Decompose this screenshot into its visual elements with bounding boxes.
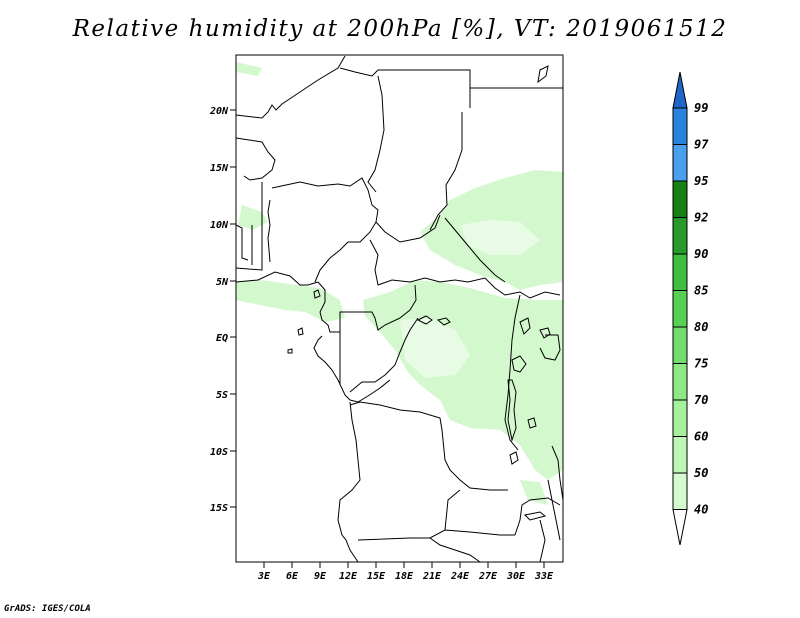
lat-label-15n: 15N <box>210 163 229 174</box>
lon-label-27e: 27E <box>478 571 498 582</box>
colorbar-label-75: 75 <box>694 357 708 371</box>
colorbar-bin-85-90 <box>672 253 688 291</box>
lat-label-10s: 10S <box>210 447 228 458</box>
colorbar-bin-75-80 <box>672 326 688 364</box>
colorbar-label-90: 90 <box>694 247 708 261</box>
country-boundaries <box>235 55 564 563</box>
humidity-shading <box>236 62 563 505</box>
colorbar-arrow-top <box>672 71 688 109</box>
lon-axis <box>263 562 545 568</box>
lon-label-33e: 33E <box>534 571 554 582</box>
lat-label-eq: EQ <box>216 333 228 344</box>
colorbar-bin-40-50 <box>672 472 688 510</box>
colorbar <box>672 71 688 546</box>
colorbar-label-40: 40 <box>694 503 708 517</box>
colorbar-bin-50-60 <box>672 436 688 474</box>
lon-label-15e: 15E <box>367 571 386 582</box>
colorbar-labels: 99 97 95 92 90 85 80 75 70 60 50 40 <box>694 101 709 517</box>
colorbar-bin-70-75 <box>672 363 688 401</box>
colorbar-bin-60-70 <box>672 399 688 437</box>
map-title: Relative humidity at 200hPa [%], VT: 201… <box>72 16 728 42</box>
colorbar-label-92: 92 <box>694 211 708 225</box>
lon-label-12e: 12E <box>339 571 358 582</box>
lon-label-30e: 30E <box>506 571 526 582</box>
lat-label-15s: 15S <box>210 503 228 514</box>
colorbar-label-50: 50 <box>694 466 708 480</box>
lat-label-5s: 5S <box>216 390 228 401</box>
lon-label-24e: 24E <box>450 571 470 582</box>
lon-label-6e: 6E <box>286 571 299 582</box>
colorbar-label-99: 99 <box>694 101 708 115</box>
map-frame <box>235 54 564 563</box>
colorbar-bin-92-95 <box>672 180 688 218</box>
humidity-shading-light <box>400 220 540 378</box>
lon-label-18e: 18E <box>395 571 414 582</box>
lakes-and-islands <box>287 65 551 521</box>
lat-label-20n: 20N <box>209 106 229 117</box>
colorbar-label-95: 95 <box>694 174 708 188</box>
lat-label-10n: 10N <box>210 220 229 231</box>
lat-labels: 20N 15N 10N 5N EQ 5S 10S 15S <box>209 106 229 514</box>
colorbar-bin-90-92 <box>672 217 688 255</box>
colorbar-bin-95-97 <box>672 144 688 182</box>
colorbar-label-80: 80 <box>694 320 708 334</box>
colorbar-label-85: 85 <box>694 284 708 298</box>
grads-credit: GrADS: IGES/COLA <box>4 604 91 614</box>
lat-axis <box>230 109 236 508</box>
colorbar-bin-80-85 <box>672 290 688 328</box>
lon-label-3e: 3E <box>257 571 271 582</box>
colorbar-label-60: 60 <box>694 430 708 444</box>
colorbar-bin-97-99 <box>672 107 688 145</box>
lon-label-21e: 21E <box>422 571 442 582</box>
lat-label-5n: 5N <box>216 277 229 288</box>
lon-labels: 3E 6E 9E 12E 15E 18E 21E 24E 27E 30E 33E <box>257 571 554 582</box>
colorbar-label-70: 70 <box>694 393 708 407</box>
lon-label-9e: 9E <box>314 571 327 582</box>
colorbar-label-97: 97 <box>694 138 709 152</box>
colorbar-arrow-bottom <box>672 509 688 546</box>
